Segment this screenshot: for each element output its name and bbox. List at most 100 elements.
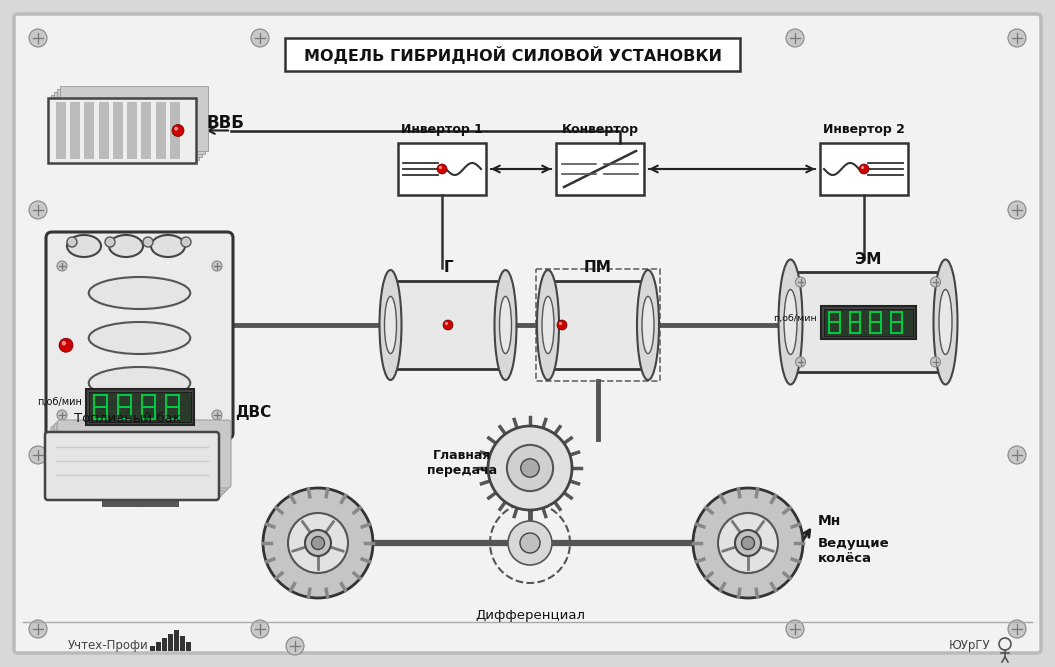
Text: п,об/мин: п,об/мин bbox=[772, 313, 817, 323]
Bar bbox=[127, 102, 137, 159]
Circle shape bbox=[859, 164, 869, 174]
Bar bbox=[141, 102, 151, 159]
Ellipse shape bbox=[384, 296, 397, 354]
Circle shape bbox=[718, 513, 778, 573]
Bar bbox=[180, 636, 185, 651]
Circle shape bbox=[786, 29, 804, 47]
Ellipse shape bbox=[89, 367, 190, 399]
Bar bbox=[60, 86, 208, 151]
Bar bbox=[162, 638, 167, 651]
Circle shape bbox=[68, 237, 77, 247]
Text: Конвертор: Конвертор bbox=[561, 123, 638, 137]
Bar bbox=[84, 102, 94, 159]
Bar bbox=[170, 102, 179, 159]
Ellipse shape bbox=[542, 296, 554, 354]
Bar bbox=[51, 95, 199, 160]
FancyBboxPatch shape bbox=[45, 432, 219, 500]
Circle shape bbox=[557, 320, 567, 330]
Bar bbox=[821, 305, 916, 338]
Circle shape bbox=[57, 261, 68, 271]
Ellipse shape bbox=[642, 296, 654, 354]
Circle shape bbox=[786, 620, 804, 638]
Ellipse shape bbox=[637, 270, 659, 380]
Ellipse shape bbox=[68, 235, 101, 257]
Circle shape bbox=[212, 261, 222, 271]
Circle shape bbox=[181, 237, 191, 247]
Ellipse shape bbox=[380, 270, 402, 380]
Circle shape bbox=[57, 410, 68, 420]
Circle shape bbox=[931, 277, 940, 287]
Circle shape bbox=[106, 237, 115, 247]
Bar bbox=[99, 102, 109, 159]
Text: МОДЕЛЬ ГИБРИДНОЙ СИЛОВОЙ УСТАНОВКИ: МОДЕЛЬ ГИБРИДНОЙ СИЛОВОЙ УСТАНОВКИ bbox=[304, 45, 722, 63]
Circle shape bbox=[61, 341, 66, 346]
Circle shape bbox=[693, 488, 803, 598]
Circle shape bbox=[28, 201, 47, 219]
Text: Главная
передача: Главная передача bbox=[427, 449, 497, 477]
Bar bbox=[186, 642, 191, 651]
Bar bbox=[824, 309, 913, 336]
Ellipse shape bbox=[89, 277, 190, 309]
Text: ЮУрГУ: ЮУрГУ bbox=[948, 640, 990, 652]
Circle shape bbox=[251, 29, 269, 47]
Bar bbox=[89, 392, 191, 422]
FancyBboxPatch shape bbox=[14, 14, 1041, 653]
Text: Инвертор 1: Инвертор 1 bbox=[401, 123, 483, 137]
Circle shape bbox=[1008, 29, 1027, 47]
Circle shape bbox=[861, 166, 864, 169]
Ellipse shape bbox=[151, 235, 185, 257]
Circle shape bbox=[263, 488, 373, 598]
FancyBboxPatch shape bbox=[51, 426, 225, 494]
Ellipse shape bbox=[934, 259, 958, 384]
Bar bbox=[285, 38, 740, 71]
Circle shape bbox=[28, 446, 47, 464]
Circle shape bbox=[795, 357, 806, 367]
Text: ВВБ: ВВБ bbox=[206, 113, 244, 131]
Circle shape bbox=[59, 338, 73, 352]
Bar bbox=[556, 143, 644, 195]
Circle shape bbox=[172, 125, 184, 137]
Bar bbox=[820, 143, 908, 195]
FancyBboxPatch shape bbox=[57, 420, 231, 488]
Text: Учтех-Профи: Учтех-Профи bbox=[68, 640, 149, 652]
Circle shape bbox=[735, 530, 761, 556]
Ellipse shape bbox=[537, 270, 559, 380]
Circle shape bbox=[445, 322, 448, 325]
Ellipse shape bbox=[499, 296, 512, 354]
Text: ЭМ: ЭМ bbox=[855, 251, 881, 267]
Text: Г: Г bbox=[443, 261, 453, 275]
Ellipse shape bbox=[89, 322, 190, 354]
Bar bbox=[56, 102, 66, 159]
Circle shape bbox=[439, 166, 442, 169]
Text: ДВС: ДВС bbox=[235, 406, 271, 420]
Circle shape bbox=[931, 357, 940, 367]
Bar bbox=[156, 642, 160, 651]
FancyBboxPatch shape bbox=[46, 232, 233, 439]
Circle shape bbox=[251, 620, 269, 638]
FancyBboxPatch shape bbox=[47, 429, 222, 497]
Text: п,об/мин: п,об/мин bbox=[38, 397, 82, 407]
Bar bbox=[390, 281, 505, 369]
Bar bbox=[168, 634, 173, 651]
Circle shape bbox=[286, 637, 304, 655]
Bar bbox=[54, 92, 202, 157]
Ellipse shape bbox=[495, 270, 517, 380]
Circle shape bbox=[1008, 446, 1027, 464]
Circle shape bbox=[1008, 201, 1027, 219]
Ellipse shape bbox=[939, 289, 952, 354]
Bar bbox=[113, 102, 122, 159]
Circle shape bbox=[1008, 620, 1027, 638]
Circle shape bbox=[288, 513, 348, 573]
Ellipse shape bbox=[784, 289, 797, 354]
Circle shape bbox=[443, 320, 453, 330]
Bar bbox=[548, 281, 648, 369]
Circle shape bbox=[520, 533, 540, 553]
Circle shape bbox=[143, 237, 153, 247]
Bar bbox=[47, 98, 196, 163]
Bar bbox=[85, 389, 193, 425]
Bar bbox=[71, 102, 80, 159]
Circle shape bbox=[212, 410, 222, 420]
Ellipse shape bbox=[779, 259, 803, 384]
Text: Инвертор 2: Инвертор 2 bbox=[823, 123, 905, 137]
Bar bbox=[790, 272, 945, 372]
